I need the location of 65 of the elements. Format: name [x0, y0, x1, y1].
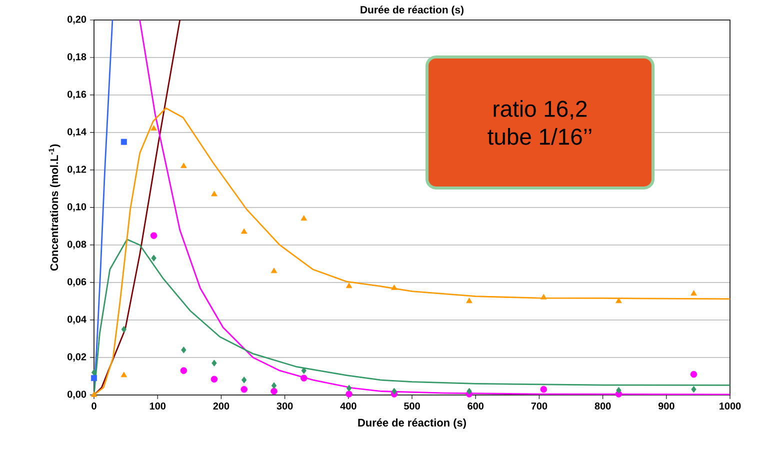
- point: [466, 298, 472, 304]
- y-tick-label: 0,00: [67, 390, 86, 400]
- y-tick-label: 0,02: [67, 353, 86, 362]
- x-tick-label: 900: [658, 402, 674, 410]
- x-tick-label: 200: [213, 402, 230, 410]
- point: [300, 215, 308, 221]
- y-tick-label: 0,18: [67, 53, 86, 62]
- point: [270, 268, 278, 274]
- x-axis-title: Durée de réaction (s): [358, 418, 466, 429]
- point: [180, 162, 187, 168]
- point: [346, 282, 352, 288]
- x-tick-label: 0: [92, 402, 96, 410]
- point: [210, 376, 218, 383]
- point: [91, 375, 97, 382]
- point: [240, 386, 248, 393]
- point: [466, 388, 472, 395]
- point: [121, 326, 126, 333]
- y-tick-label: 0,14: [67, 128, 86, 137]
- point: [181, 346, 186, 354]
- x-tick-label: 100: [150, 402, 166, 410]
- y-tick-label: 0,16: [67, 90, 86, 100]
- x-tick-label: 400: [340, 402, 356, 410]
- point: [150, 125, 157, 131]
- y-tick-label: 0,10: [67, 203, 86, 212]
- point: [271, 382, 277, 389]
- point: [180, 367, 188, 374]
- point: [616, 298, 622, 304]
- point: [392, 388, 397, 395]
- line-series: [139, 20, 730, 395]
- x-tick-label: 1000: [720, 402, 741, 410]
- point: [151, 254, 156, 262]
- y-tick-label: 0,06: [67, 278, 86, 287]
- point: [691, 386, 696, 393]
- y-tick-label: 0,04: [67, 316, 86, 324]
- point: [301, 367, 306, 374]
- point: [90, 391, 98, 397]
- annotation: tube 1/16’’: [488, 128, 592, 145]
- point: [300, 374, 308, 382]
- point: [240, 228, 248, 234]
- point: [120, 138, 127, 145]
- x-tick-label: 300: [276, 402, 293, 410]
- point: [540, 386, 548, 393]
- point: [346, 390, 352, 398]
- point: [346, 384, 352, 392]
- x-tick-label: 600: [468, 402, 484, 410]
- x-tick-label: 700: [531, 402, 548, 410]
- y-tick-label: 0,20: [67, 16, 86, 24]
- point: [690, 370, 698, 378]
- y-axis-title: Concentrations (mol.L$^{-1}$): [48, 144, 60, 271]
- point: [616, 386, 622, 394]
- point: [120, 372, 128, 378]
- y-tick-label: 0,12: [67, 166, 86, 174]
- chart-title: Durée de réaction (s): [360, 6, 464, 16]
- point: [212, 360, 217, 366]
- point: [242, 376, 247, 384]
- point: [150, 232, 158, 239]
- y-tick-label: 0,08: [67, 240, 86, 250]
- point: [211, 190, 218, 196]
- point: [270, 388, 278, 395]
- x-tick-label: 800: [594, 402, 611, 410]
- point: [391, 284, 398, 290]
- point: [690, 290, 697, 296]
- annotation: ratio 16,2: [494, 100, 587, 120]
- x-tick-label: 500: [404, 402, 420, 410]
- point: [540, 294, 547, 300]
